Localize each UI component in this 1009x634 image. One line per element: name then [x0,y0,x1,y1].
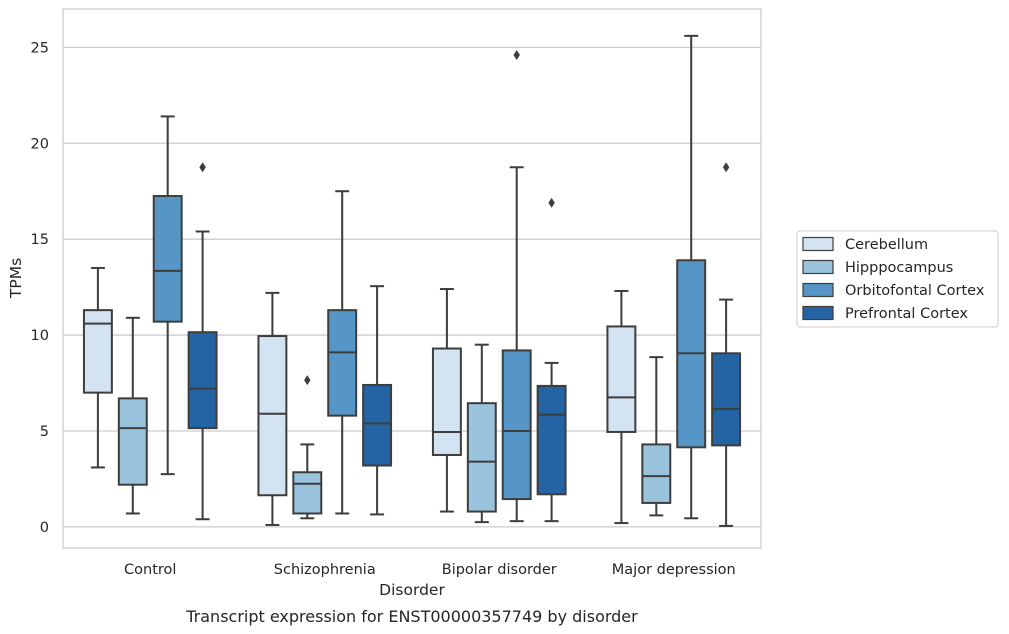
y-tick-label-0: 0 [40,520,49,536]
box-1-2 [117,316,148,515]
box-1-1 [82,266,113,469]
y-axis-ticks: 0 5 10 15 20 25 [31,40,49,536]
y-tick-label-15: 15 [31,232,49,248]
legend-label-3: Orbitofontal Cortex [845,283,985,299]
chart-caption: Transcript expression for ENST0000035774… [185,607,638,626]
box-3-2 [466,343,497,524]
box-body [152,195,183,323]
box-1-4 [187,162,218,521]
box-2-1 [257,291,288,526]
legend-label-1: Cerebellum [845,237,928,253]
y-tick-label-25: 25 [31,40,49,56]
box-4-3 [676,34,707,520]
legend-frame [796,230,999,328]
legend: Cerebellum Hipppocampus Orbitofontal Corte… [796,230,999,328]
y-axis-label: TPMs [7,258,25,299]
x-tick-label-2: Schizophrenia [274,562,376,578]
y-tick-label-10: 10 [31,328,49,344]
box-2-3 [327,190,358,515]
outlier-point [199,162,206,173]
box-2-2 [292,375,323,520]
x-tick-label-4: Major depression [612,562,736,578]
box-2-4 [362,285,393,516]
box-4-4 [711,162,742,527]
outlier-point [548,197,555,208]
y-tick-label-20: 20 [31,136,49,152]
box-groups [82,34,742,527]
box-body [431,347,462,456]
legend-swatch-1 [802,236,834,252]
box-4-1 [606,289,637,525]
plot-frame [62,8,762,549]
legend-swatch-4 [802,305,834,321]
box-body [606,325,637,433]
box-4-2 [641,356,672,517]
x-axis-label: Disorder [379,581,445,599]
box-body [327,309,358,417]
outlier-point [304,375,311,386]
box-body [117,397,148,486]
box-3-3 [501,50,532,523]
box-body [536,384,567,496]
box-body [362,383,393,467]
outlier-point [722,162,730,173]
box-body [292,471,323,515]
box-3-4 [536,197,567,523]
box-body [187,331,218,430]
box-body [466,402,497,513]
y-tick-label-5: 5 [40,424,49,440]
x-axis-ticks: Control Schizophrenia Bipolar disorder Majo… [124,562,736,578]
box-3-1 [431,288,462,513]
legend-label-4: Prefrontal Cortex [845,306,968,322]
box-1-3 [152,115,183,476]
box-body [257,335,288,497]
legend-swatch-2 [802,259,834,275]
x-tick-label-1: Control [124,562,176,578]
box-body [711,352,742,447]
x-tick-label-3: Bipolar disorder [442,562,557,578]
box-body [82,309,113,394]
box-body [501,349,532,501]
legend-swatch-3 [802,282,834,298]
outlier-point [513,50,520,61]
box-body [641,443,672,504]
legend-label-2: Hipppocampus [845,260,953,276]
